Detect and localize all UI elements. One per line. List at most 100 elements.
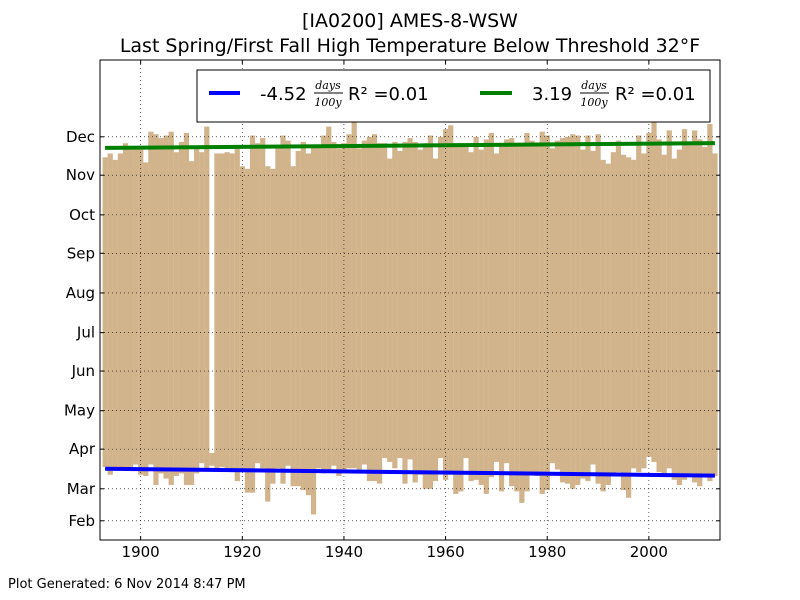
bar-1965 [468, 152, 474, 482]
bar-1971 [498, 143, 505, 492]
bar-1984 [565, 136, 571, 484]
bar-1928 [280, 135, 286, 484]
bar-1933 [305, 153, 312, 496]
bar-1995 [620, 154, 627, 491]
bar-1996 [625, 157, 632, 498]
bar-1921 [244, 168, 251, 493]
bar-1942 [351, 111, 357, 469]
bar-1901 [143, 162, 149, 476]
bar-1989 [590, 150, 596, 465]
bar-1954 [412, 141, 418, 483]
bar-1948 [382, 143, 388, 459]
plot-generated-footer: Plot Generated: 6 Nov 2014 8:47 PM [8, 577, 246, 592]
bars [102, 111, 718, 515]
bar-1896 [117, 153, 124, 470]
bar-1970 [493, 153, 500, 462]
legend-unit-den-1: 100y [580, 96, 608, 109]
bar-1982 [554, 140, 561, 470]
legend: -4.52 days 100y R² =0.01 3.19 days 100y … [196, 69, 711, 123]
x-tick-label-1900: 1900 [122, 543, 160, 561]
legend-unit-num-1: days [581, 79, 607, 92]
x-tick-label-1980: 1980 [528, 543, 566, 561]
bar-1947 [376, 143, 383, 484]
bar-1938 [331, 141, 337, 466]
bar-2010 [697, 139, 703, 487]
bar-1963 [458, 143, 464, 492]
bar-1941 [346, 134, 352, 469]
bar-1926 [270, 168, 276, 484]
bar-1953 [407, 138, 413, 460]
bar-1897 [122, 143, 129, 469]
bar-1914 [209, 452, 215, 466]
bar-1997 [631, 159, 637, 469]
y-tick-label-nov: Nov [66, 166, 95, 184]
bar-1898 [127, 149, 134, 468]
bar-2003 [661, 154, 667, 476]
bar-1958 [432, 158, 439, 482]
bar-1998 [636, 135, 642, 473]
bar-1976 [524, 132, 530, 492]
bar-1925 [265, 166, 271, 502]
bar-1959 [437, 136, 444, 459]
bar-2008 [686, 143, 693, 476]
grid [100, 60, 720, 540]
bar-1957 [427, 135, 434, 489]
x-tick-label-1960: 1960 [426, 543, 464, 561]
bar-1927 [275, 147, 281, 469]
x-tick-label-1920: 1920 [223, 543, 261, 561]
bar-1909 [183, 132, 190, 485]
plot-area: 1900 1920 1940 1960 1980 2000 Feb Mar Apr May Jun J… [64, 59, 721, 561]
bar-1910 [188, 161, 195, 485]
bar-1962 [453, 143, 459, 494]
bar-2007 [681, 129, 688, 480]
bar-1979 [539, 131, 545, 494]
bar-1940 [341, 143, 347, 470]
bar-1945 [366, 136, 373, 482]
bar-1923 [255, 143, 261, 464]
bar-1955 [417, 149, 423, 475]
y-tick-label-may: May [64, 402, 95, 420]
bar-1956 [422, 143, 428, 489]
bar-1894 [107, 153, 113, 475]
trend-lines [105, 141, 715, 478]
bar-1981 [549, 148, 555, 464]
legend-unit-num-0: days [315, 79, 341, 92]
bar-1973 [509, 138, 515, 487]
bar-2009 [692, 130, 698, 483]
chart-title: [IA0200] AMES-8-WSW [302, 10, 518, 32]
bar-1915 [214, 153, 220, 469]
y-tick-label-jun: Jun [71, 362, 95, 380]
bar-1990 [595, 134, 601, 484]
spring-trend-line [105, 466, 715, 478]
legend-r2-0: R² =0.01 [348, 84, 429, 105]
bar-1911 [194, 148, 200, 474]
bar-1966 [473, 136, 479, 480]
bar-1937 [326, 126, 332, 471]
bar-1930 [290, 166, 296, 487]
bar-1902 [148, 131, 154, 465]
bar-2001 [651, 111, 657, 462]
legend-box [196, 69, 711, 123]
bar-1967 [478, 149, 484, 485]
bar-1977 [529, 140, 535, 475]
bar-2000 [646, 132, 652, 457]
bar-1985 [570, 134, 576, 489]
plot-frame [99, 59, 721, 541]
bar-1931 [295, 150, 301, 487]
bar-2012 [707, 124, 713, 482]
bar-2011 [702, 147, 708, 477]
bar-1949 [387, 158, 393, 462]
bar-2013 [712, 153, 718, 476]
bar-1988 [585, 135, 591, 482]
bar-1968 [483, 139, 489, 494]
bar-1993 [610, 152, 616, 476]
y-tick-label-jul: Jul [76, 324, 95, 342]
bar-1961 [448, 125, 454, 475]
bar-2004 [666, 130, 672, 469]
axis-ticks: 1900 1920 1940 1960 1980 2000 Feb Mar Apr May Jun J… [64, 60, 720, 561]
bar-1994 [615, 140, 622, 473]
bar-1972 [504, 139, 510, 464]
bar-1895 [112, 159, 118, 471]
y-tick-label-feb: Feb [68, 512, 95, 530]
legend-value-1: 3.19 [532, 84, 572, 105]
